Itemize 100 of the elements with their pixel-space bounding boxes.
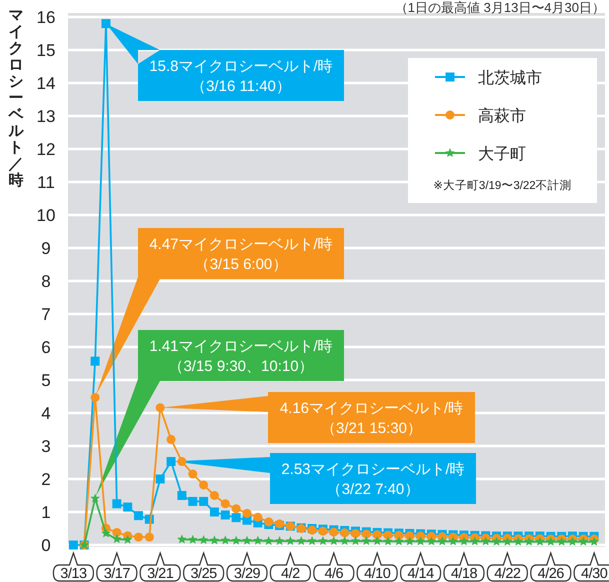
y-tick-label: 0: [41, 536, 51, 555]
point: [438, 536, 448, 546]
point: [177, 491, 186, 500]
y-tick-label: 11: [37, 173, 55, 192]
point: [264, 536, 274, 546]
point: [362, 536, 372, 546]
point: [166, 457, 176, 466]
y-tick-label: 2: [41, 470, 51, 489]
y-tick-label: 16: [36, 8, 56, 27]
legend-label: 大子町: [478, 145, 526, 163]
y-tick-label: 12: [36, 140, 56, 159]
point: [199, 496, 208, 506]
point: [210, 508, 219, 516]
point: [448, 536, 458, 546]
y-tick-label: 5: [41, 371, 51, 390]
y-tick-label: 7: [41, 305, 51, 324]
point: [329, 528, 338, 537]
point: [394, 536, 404, 546]
point: [156, 474, 165, 484]
annotation: ※大子町3/19〜3/22不計測: [433, 178, 572, 192]
point: [307, 536, 317, 546]
point: [210, 491, 219, 500]
y-tick-label: 15: [36, 41, 56, 60]
point: [156, 403, 165, 412]
point: [350, 536, 360, 546]
point: [416, 536, 426, 546]
y-tick-label: 14: [36, 74, 56, 93]
point: [90, 493, 100, 503]
point: [535, 536, 545, 546]
point: [502, 536, 512, 546]
point: [232, 513, 241, 522]
point: [524, 536, 534, 546]
x-tick-label: 4/18: [450, 566, 478, 582]
point: [264, 517, 274, 526]
point: [112, 528, 122, 537]
point: [459, 536, 469, 546]
point: [90, 356, 100, 366]
x-tick-label: 4/26: [538, 566, 564, 582]
point: [166, 434, 176, 444]
point: [112, 534, 122, 544]
point: [372, 536, 382, 546]
point: [231, 536, 241, 545]
point: [123, 502, 132, 512]
annotation: 15.8マイクロシーベルト/時（3/16 11:40）: [149, 58, 333, 95]
point: [112, 499, 122, 508]
point: [470, 536, 480, 546]
point: [101, 19, 110, 28]
point: [372, 530, 382, 540]
annotation: 4.16マイクロシーベルト/時（3/21 15:30）: [280, 400, 464, 437]
point: [404, 536, 414, 546]
legend-label: 北茨城市: [478, 69, 542, 87]
y-tick-label: 4: [41, 404, 51, 423]
x-tick-label: 3/13: [60, 566, 87, 582]
y-tick-label: 8: [41, 272, 51, 291]
point: [144, 532, 154, 542]
y-tick-label: 9: [41, 239, 51, 258]
point: [242, 508, 252, 518]
point: [253, 512, 262, 522]
point: [220, 510, 230, 520]
annotation: 2.53マイクロシーベルト/時（3/22 7:40）: [281, 461, 465, 498]
point: [188, 470, 198, 479]
x-tick-label: 3/17: [104, 566, 130, 582]
y-tick-label: 6: [41, 338, 51, 357]
point: [199, 480, 208, 490]
point: [198, 535, 208, 544]
text: マイクロシーベルト／時: [8, 7, 24, 189]
point: [188, 534, 198, 544]
point: [220, 535, 230, 544]
chart-subtitle: （1日の最高値 3月13日〜4月30日）: [394, 0, 605, 15]
point: [90, 392, 100, 402]
x-tick-label: 4/22: [494, 566, 521, 582]
point: [68, 540, 78, 550]
y-tick-label: 1: [41, 503, 51, 522]
point: [318, 536, 328, 546]
point: [220, 499, 230, 508]
point: [188, 496, 198, 506]
annotation: 1.41マイクロシーベルト/時（3/15 9:30、10:10）: [149, 338, 333, 375]
point: [296, 536, 306, 546]
point: [122, 534, 132, 544]
point: [492, 536, 502, 546]
point: [329, 536, 339, 546]
point: [232, 504, 241, 514]
point: [480, 536, 490, 546]
x-tick-label: 3/25: [190, 566, 218, 582]
point: [513, 536, 523, 546]
point: [362, 530, 371, 539]
point: [134, 511, 144, 520]
point: [134, 532, 144, 542]
x-tick-label: 3/21: [147, 566, 174, 582]
x-tick-label: 4/14: [407, 566, 434, 582]
x-tick-label: 4/6: [324, 566, 344, 582]
point: [383, 536, 393, 546]
point: [253, 536, 263, 545]
point: [101, 528, 111, 538]
point: [242, 536, 252, 545]
y-tick-label: 3: [41, 437, 51, 456]
x-tick-label: 4/2: [281, 566, 300, 582]
point: [274, 536, 284, 546]
y-tick-label: 10: [36, 206, 56, 225]
point: [340, 528, 350, 538]
